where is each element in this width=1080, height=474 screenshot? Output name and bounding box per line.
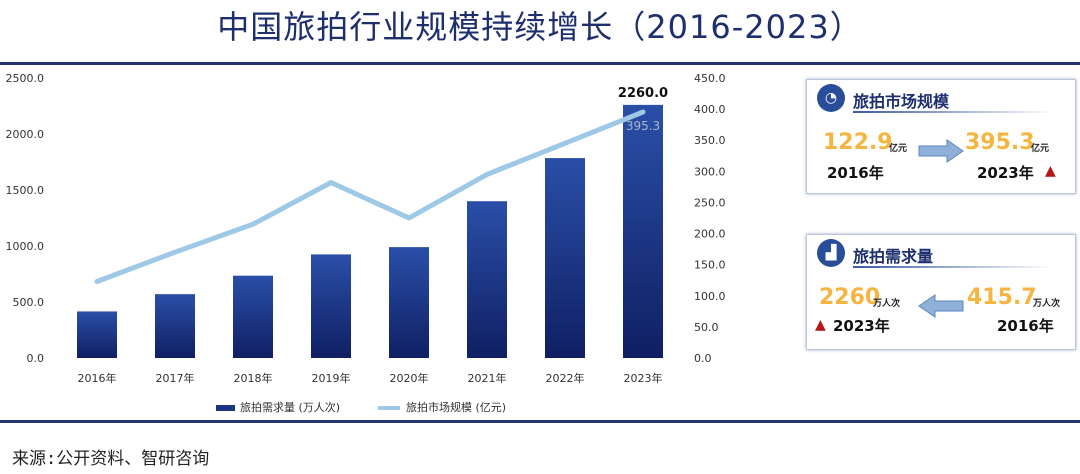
market-size-card: ◔ 旅拍市场规模 122.9 亿元 2016年 395.3 亿元 2023年 ▲ xyxy=(806,79,1076,194)
bar-trend-icon: ▟ xyxy=(817,239,845,267)
legend: 旅拍需求量 (万人次) 旅拍市场规模 (亿元) xyxy=(216,400,506,414)
market-size-card-header: ◔ 旅拍市场规模 xyxy=(807,80,1075,116)
demand-2023-year: 2023年 xyxy=(833,317,890,335)
x-axis-tick-label: 2023年 xyxy=(624,371,663,385)
line-data-label-2023: 395.3 xyxy=(626,119,660,133)
source-note: 来源:公开资料、智研咨询 xyxy=(12,449,210,469)
x-axis-tick-label: 2019年 xyxy=(312,371,351,385)
right-axis-tick-label: 350.0 xyxy=(694,134,726,147)
right-axis-tick-label: 250.0 xyxy=(694,196,726,209)
up-arrow-icon: ▲ xyxy=(1045,163,1056,179)
legend-bar-swatch xyxy=(216,405,235,411)
bar-data-label-2023: 2260.0 xyxy=(618,86,668,101)
demand-card-header: ▟ 旅拍需求量 xyxy=(807,235,1075,271)
left-axis-tick-label: 0.0 xyxy=(27,352,45,365)
x-axis-tick-label: 2020年 xyxy=(390,371,429,385)
bar-demand-2023年 xyxy=(623,104,663,358)
x-axis-tick-label: 2022年 xyxy=(546,371,585,385)
market-size-2023-value: 395.3 xyxy=(965,130,1035,155)
right-axis-tick-label: 100.0 xyxy=(694,290,726,303)
right-axis-tick-label: 450.0 xyxy=(694,72,726,85)
market-size-2016-unit: 亿元 xyxy=(889,144,908,154)
bar-demand-2017年 xyxy=(155,294,195,358)
pie-chart-icon: ◔ xyxy=(817,84,845,112)
right-axis-tick-label: 150.0 xyxy=(694,259,726,272)
market-size-2023-year: 2023年 xyxy=(977,164,1034,182)
line-series-market-size xyxy=(94,109,646,284)
market-size-2016-year: 2016年 xyxy=(827,164,884,182)
bottom-divider xyxy=(0,420,1080,423)
left-axis-tick-label: 1500.0 xyxy=(6,184,45,197)
right-axis-tick-label: 200.0 xyxy=(694,228,726,241)
market-size-card-title: 旅拍市场规模 xyxy=(853,92,950,111)
demand-2023-unit: 万人次 xyxy=(873,299,901,309)
bar-demand-2016年 xyxy=(77,311,117,358)
bar-demand-2020年 xyxy=(389,247,429,358)
chart: 0.0 500.0 1000.0 1500.0 2000.0 2500.0 0.0 50.0… xyxy=(6,72,726,414)
left-axis-tick-label: 2000.0 xyxy=(6,128,45,141)
demand-2016-value: 415.7 xyxy=(967,285,1037,310)
x-axis-tick-label: 2016年 xyxy=(78,371,117,385)
legend-line-label: 旅拍市场规模 (亿元) xyxy=(406,400,506,414)
demand-card: ▟ 旅拍需求量 2260 万人次 ▲ 2023年 415.7 万人次 2016年 xyxy=(806,234,1076,350)
right-axis-tick-label: 0.0 xyxy=(694,352,712,365)
bar-demand-2019年 xyxy=(311,254,351,358)
bar-demand-2021年 xyxy=(467,201,507,358)
bar-demand-2022年 xyxy=(545,158,585,358)
up-arrow-icon: ▲ xyxy=(815,317,826,333)
x-axis-tick-label: 2017年 xyxy=(156,371,195,385)
demand-2023-value: 2260 xyxy=(819,285,881,310)
header-underline xyxy=(853,111,1053,113)
header-underline xyxy=(853,266,1053,268)
x-axis-tick-label: 2021年 xyxy=(468,371,507,385)
market-size-2016-value: 122.9 xyxy=(823,130,893,155)
left-axis-tick-label: 1000.0 xyxy=(6,240,45,253)
left-axis-tick-label: 500.0 xyxy=(13,296,45,309)
demand-2016-unit: 万人次 xyxy=(1033,299,1061,309)
demand-card-title: 旅拍需求量 xyxy=(853,247,934,266)
demand-2016-year: 2016年 xyxy=(997,317,1054,335)
page-title: 中国旅拍行业规模持续增长（2016-2023） xyxy=(217,8,863,46)
top-divider xyxy=(0,62,1080,65)
right-axis-tick-label: 400.0 xyxy=(694,103,726,116)
right-axis-tick-label: 50.0 xyxy=(694,321,719,334)
left-axis-tick-label: 2500.0 xyxy=(6,72,45,85)
right-axis-tick-label: 300.0 xyxy=(694,165,726,178)
left-arrow-icon xyxy=(918,294,964,318)
legend-bar-label: 旅拍需求量 (万人次) xyxy=(240,400,340,414)
right-arrow-icon xyxy=(918,139,964,163)
market-size-2023-unit: 亿元 xyxy=(1031,144,1050,154)
x-axis-tick-label: 2018年 xyxy=(234,371,273,385)
bar-demand-2018年 xyxy=(233,275,273,358)
